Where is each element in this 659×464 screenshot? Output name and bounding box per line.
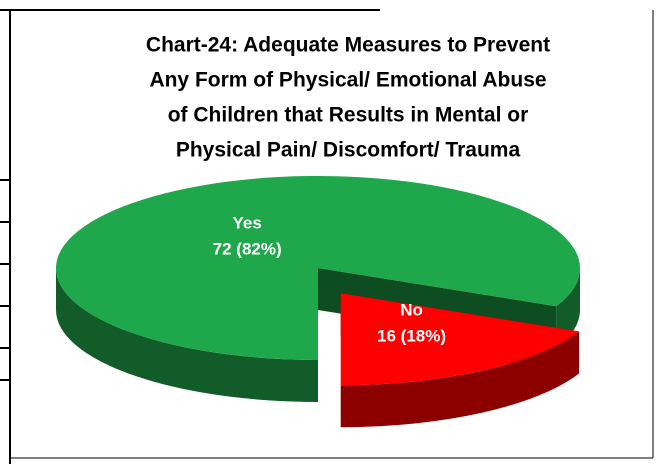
table-edge — [0, 179, 10, 381]
slice-side — [340, 331, 580, 428]
pie-slice — [340, 293, 580, 386]
slice-label: Yes — [233, 214, 262, 233]
slice-side — [556, 268, 580, 349]
chart-title: of Children that Results in Mental or — [168, 104, 529, 127]
chart-title: Any Form of Physical/ Emotional Abuse — [149, 69, 546, 92]
slice-value-label: 72 (82%) — [213, 240, 282, 259]
chart-title: Chart-24: Adequate Measures to Prevent — [146, 34, 550, 57]
pie-slice — [56, 176, 581, 360]
slice-value-label: 16 (18%) — [377, 327, 446, 346]
slice-side — [56, 268, 318, 402]
slice-label: No — [400, 301, 423, 320]
chart-title: Physical Pain/ Discomfort/ Trauma — [176, 139, 521, 162]
